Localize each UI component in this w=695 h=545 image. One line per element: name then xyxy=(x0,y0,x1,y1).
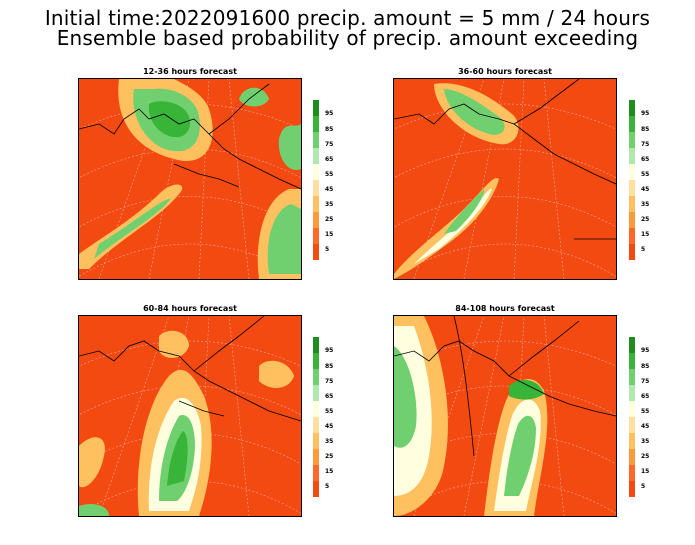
map-panel-2 xyxy=(393,78,617,280)
legend-label: 85 xyxy=(641,363,650,370)
legend-label: 15 xyxy=(641,231,650,238)
figure-title: Initial time:2022091600 precip. amount =… xyxy=(44,6,651,30)
legend-swatch xyxy=(629,180,635,196)
legend-swatch xyxy=(629,116,635,132)
legend-label: 55 xyxy=(325,408,334,415)
legend-swatch xyxy=(629,401,635,417)
legend-label: 5 xyxy=(325,246,330,253)
legend-swatch xyxy=(313,465,319,481)
legend-label: 95 xyxy=(641,110,650,117)
legend-swatch xyxy=(629,481,635,497)
legend-label: 65 xyxy=(641,393,650,400)
legend-swatch xyxy=(313,433,319,449)
legend-label: 85 xyxy=(325,363,334,370)
legend-swatch xyxy=(313,481,319,497)
legend-swatch xyxy=(313,212,319,228)
legend-swatch xyxy=(313,353,319,369)
legend-swatch xyxy=(313,116,319,132)
legend-label: 25 xyxy=(641,453,650,460)
legend-label: 5 xyxy=(641,246,646,253)
legend-label: 45 xyxy=(641,423,650,430)
legend-label: 75 xyxy=(325,378,334,385)
legend-label: 35 xyxy=(641,201,650,208)
legend-label: 25 xyxy=(325,453,334,460)
legend-swatch xyxy=(313,132,319,148)
legend-swatch xyxy=(313,228,319,244)
legend-label: 95 xyxy=(641,347,650,354)
legend-swatch xyxy=(313,180,319,196)
legend-swatch xyxy=(629,369,635,385)
legend-swatch xyxy=(629,465,635,481)
legend-label: 65 xyxy=(325,156,334,163)
legend-label: 35 xyxy=(641,438,650,445)
panel-title-3: 60-84 hours forecast xyxy=(143,304,237,313)
legend-swatch xyxy=(313,417,319,433)
legend-swatch xyxy=(629,132,635,148)
panel-title-1: 12-36 hours forecast xyxy=(143,67,237,76)
legend-swatch xyxy=(313,337,319,353)
legend-swatch xyxy=(313,164,319,180)
legend-swatch xyxy=(629,228,635,244)
legend-swatch xyxy=(313,244,319,260)
legend-swatch xyxy=(629,433,635,449)
legend-swatch xyxy=(629,164,635,180)
legend-label: 45 xyxy=(325,423,334,430)
panel-title-2: 36-60 hours forecast xyxy=(458,67,552,76)
legend-label: 15 xyxy=(325,468,334,475)
legend-label: 35 xyxy=(325,438,334,445)
legend-swatch xyxy=(313,401,319,417)
legend-label: 35 xyxy=(325,201,334,208)
legend-swatch xyxy=(629,353,635,369)
legend-label: 15 xyxy=(325,231,334,238)
legend-label: 55 xyxy=(641,171,650,178)
legend-label: 75 xyxy=(325,141,334,148)
legend-label: 25 xyxy=(641,216,650,223)
legend-label: 95 xyxy=(325,110,334,117)
figure-subtitle: Ensemble based probability of precip. am… xyxy=(56,26,639,50)
legend-label: 55 xyxy=(325,171,334,178)
legend-label: 45 xyxy=(641,186,650,193)
legend-label: 15 xyxy=(641,468,650,475)
legend-swatch xyxy=(629,385,635,401)
legend-label: 65 xyxy=(325,393,334,400)
legend-label: 25 xyxy=(325,216,334,223)
legend-swatch xyxy=(313,369,319,385)
map-panel-1 xyxy=(78,78,302,280)
legend-label: 85 xyxy=(641,126,650,133)
legend-swatch xyxy=(313,196,319,212)
legend-label: 75 xyxy=(641,378,650,385)
legend-swatch xyxy=(629,212,635,228)
legend-swatch xyxy=(313,100,319,116)
legend-swatch xyxy=(629,417,635,433)
map-panel-4 xyxy=(393,315,617,517)
legend-swatch xyxy=(313,148,319,164)
legend-swatch xyxy=(629,449,635,465)
legend-swatch xyxy=(629,100,635,116)
legend-label: 55 xyxy=(641,408,650,415)
panel-title-4: 84-108 hours forecast xyxy=(455,304,555,313)
legend-swatch xyxy=(629,148,635,164)
legend-label: 85 xyxy=(325,126,334,133)
legend-label: 95 xyxy=(325,347,334,354)
legend-label: 65 xyxy=(641,156,650,163)
legend-label: 5 xyxy=(325,483,330,490)
legend-label: 5 xyxy=(641,483,646,490)
map-panel-3 xyxy=(78,315,302,517)
legend-label: 75 xyxy=(641,141,650,148)
legend-swatch xyxy=(313,449,319,465)
legend-swatch xyxy=(313,385,319,401)
legend-label: 45 xyxy=(325,186,334,193)
legend-swatch xyxy=(629,196,635,212)
legend-swatch xyxy=(629,244,635,260)
legend-swatch xyxy=(629,337,635,353)
